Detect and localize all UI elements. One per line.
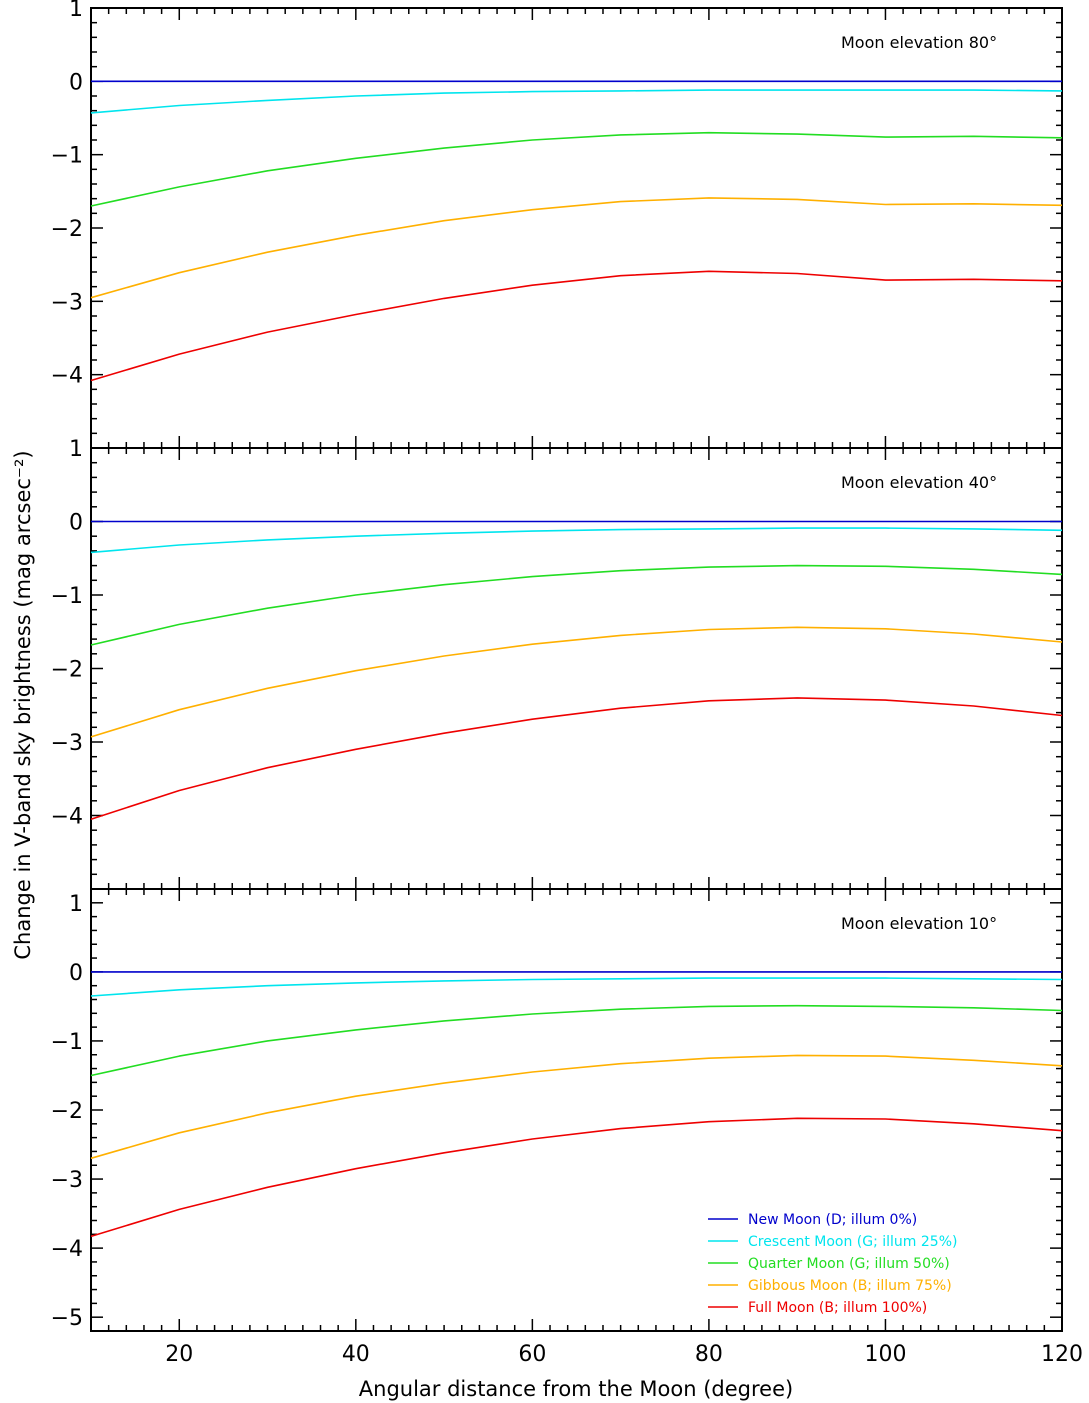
series-line-4 <box>90 626 1063 738</box>
series-line-5 <box>90 270 1063 382</box>
series-line-4 <box>90 197 1063 299</box>
series-line-2 <box>90 977 1063 997</box>
y-tick-label: −4 <box>51 1237 83 1262</box>
series-line-5 <box>90 1117 1063 1238</box>
y-tick-label: 0 <box>69 511 83 536</box>
series-line-2 <box>90 527 1063 554</box>
legend-label: Crescent Moon (G; illum 25%) <box>748 1234 957 1250</box>
panel-title: Moon elevation 80° <box>841 33 997 52</box>
x-tick-label: 100 <box>864 1342 906 1367</box>
chart-panels: −4 −3 −2 −1 0 1 Moon elevation 80° −4 −3 −2 −1 0 1 Mo… <box>51 0 1083 1367</box>
panel-1: −4 −3 −2 −1 0 1 Moon elevation 80° <box>51 0 1063 449</box>
y-tick-label: −4 <box>51 364 83 389</box>
y-tick-label: −3 <box>51 731 83 756</box>
y-tick-label: −2 <box>51 1099 83 1124</box>
plot-frame <box>90 447 1063 890</box>
y-tick-label: −1 <box>51 144 83 169</box>
legend-label: Gibbous Moon (B; illum 75%) <box>748 1278 952 1294</box>
series-line-5 <box>90 697 1063 820</box>
y-tick-label: −3 <box>51 290 83 315</box>
y-tick-label: 0 <box>69 70 83 95</box>
panel-3: −5 −4 −3 −2 −1 0 1 Moon elevation 10° <box>51 888 1063 1332</box>
x-axis-label: Angular distance from the Moon (degree) <box>359 1377 793 1401</box>
y-tick-label: −3 <box>51 1168 83 1193</box>
y-tick-label: −2 <box>51 658 83 683</box>
series-line-2 <box>90 89 1063 114</box>
x-tick-label: 120 <box>1041 1342 1083 1367</box>
y-tick-label: 1 <box>69 437 83 462</box>
series-line-3 <box>90 564 1063 646</box>
y-tick-label: 1 <box>69 0 83 22</box>
x-tick-label: 60 <box>518 1342 546 1367</box>
y-tick-label: −1 <box>51 1030 83 1055</box>
series-line-4 <box>90 1054 1063 1160</box>
panel-title: Moon elevation 10° <box>841 914 997 933</box>
y-tick-label: −2 <box>51 217 83 242</box>
y-tick-label: −5 <box>51 1306 83 1331</box>
y-tick-label: 0 <box>69 961 83 986</box>
y-tick-label: −1 <box>51 584 83 609</box>
legend-label: Full Moon (B; illum 100%) <box>748 1300 927 1316</box>
plot-frame <box>90 7 1063 449</box>
series-line-3 <box>90 131 1063 207</box>
y-tick-label: 1 <box>69 892 83 917</box>
legend: New Moon (D; illum 0%) Crescent Moon (G; … <box>708 1212 957 1316</box>
panel-2: −4 −3 −2 −1 0 1 Moon elevation 40° <box>51 437 1063 890</box>
y-tick-label: −4 <box>51 805 83 830</box>
y-axis-label: Change in V-band sky brightness (mag arc… <box>11 450 35 959</box>
legend-label: Quarter Moon (G; illum 50%) <box>748 1256 950 1272</box>
series-line-3 <box>90 1004 1063 1077</box>
panel-title: Moon elevation 40° <box>841 473 997 492</box>
x-tick-label: 20 <box>165 1342 193 1367</box>
legend-label: New Moon (D; illum 0%) <box>748 1212 917 1228</box>
x-tick-label: 40 <box>342 1342 370 1367</box>
x-tick-label: 80 <box>695 1342 723 1367</box>
